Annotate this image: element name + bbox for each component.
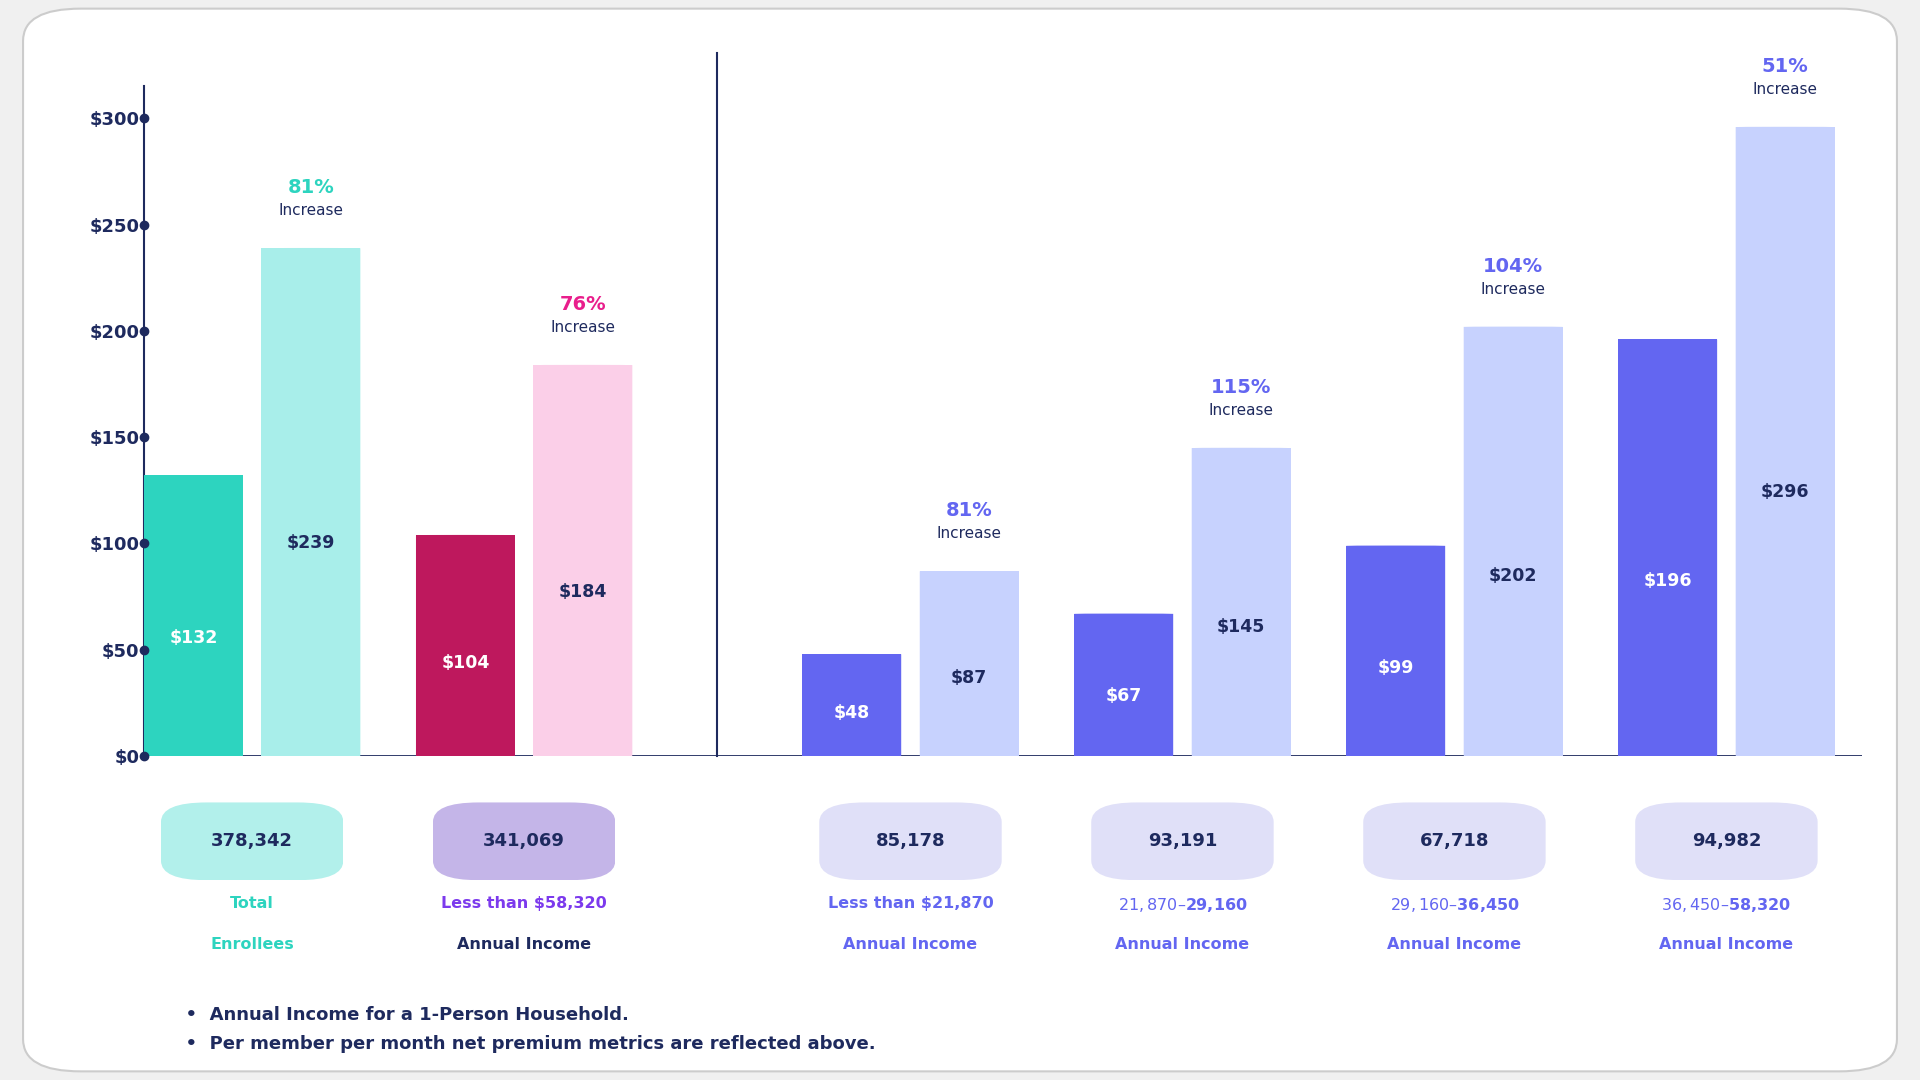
FancyBboxPatch shape xyxy=(1346,545,1446,756)
Text: $196: $196 xyxy=(1644,572,1692,590)
Text: Annual Income: Annual Income xyxy=(1116,937,1250,953)
FancyBboxPatch shape xyxy=(261,248,361,756)
Text: Increase: Increase xyxy=(551,320,616,335)
Bar xyxy=(1192,448,1290,756)
FancyBboxPatch shape xyxy=(1636,802,1818,880)
Text: $21,870 – $29,160: $21,870 – $29,160 xyxy=(1117,896,1248,915)
Bar xyxy=(920,571,1020,756)
Text: Increase: Increase xyxy=(1210,403,1273,418)
Bar xyxy=(144,475,244,756)
Text: 378,342: 378,342 xyxy=(211,833,294,850)
Text: 94,982: 94,982 xyxy=(1692,833,1761,850)
FancyBboxPatch shape xyxy=(534,365,632,756)
Text: Annual Income: Annual Income xyxy=(1388,937,1521,953)
Bar xyxy=(1346,545,1446,756)
Bar xyxy=(534,365,632,756)
Text: $145: $145 xyxy=(1217,618,1265,635)
Text: 81%: 81% xyxy=(288,178,334,197)
Text: Annual Income: Annual Income xyxy=(457,937,591,953)
Text: $239: $239 xyxy=(286,534,336,552)
Text: 341,069: 341,069 xyxy=(484,833,564,850)
FancyBboxPatch shape xyxy=(1091,802,1273,880)
Text: 115%: 115% xyxy=(1212,378,1271,396)
FancyBboxPatch shape xyxy=(920,571,1020,756)
Text: •  Annual Income for a 1-Person Household.: • Annual Income for a 1-Person Household… xyxy=(173,1007,628,1024)
Text: $29,160 – $36,450: $29,160 – $36,450 xyxy=(1390,896,1519,915)
FancyBboxPatch shape xyxy=(1736,126,1836,756)
FancyBboxPatch shape xyxy=(161,802,344,880)
Text: Enrollees: Enrollees xyxy=(211,937,294,953)
Text: 51%: 51% xyxy=(1763,57,1809,76)
FancyBboxPatch shape xyxy=(432,802,614,880)
Text: $104: $104 xyxy=(442,654,490,672)
FancyBboxPatch shape xyxy=(1463,326,1563,756)
Bar xyxy=(261,248,361,756)
FancyBboxPatch shape xyxy=(1363,802,1546,880)
Text: Total: Total xyxy=(230,896,275,912)
FancyBboxPatch shape xyxy=(144,475,244,756)
Bar xyxy=(417,535,515,756)
Text: Increase: Increase xyxy=(1480,282,1546,297)
Text: $67: $67 xyxy=(1106,687,1142,705)
Text: $48: $48 xyxy=(833,704,870,723)
Bar xyxy=(803,654,900,756)
Text: 81%: 81% xyxy=(947,501,993,521)
Text: 76%: 76% xyxy=(559,295,607,314)
Bar xyxy=(1619,339,1716,756)
Text: Increase: Increase xyxy=(278,203,344,218)
Bar xyxy=(1463,326,1563,756)
Text: 67,718: 67,718 xyxy=(1419,833,1490,850)
Text: Annual Income: Annual Income xyxy=(843,937,977,953)
FancyBboxPatch shape xyxy=(417,535,515,756)
Text: 104%: 104% xyxy=(1482,257,1544,275)
Text: Less than $58,320: Less than $58,320 xyxy=(442,896,607,912)
Text: 93,191: 93,191 xyxy=(1148,833,1217,850)
FancyBboxPatch shape xyxy=(1619,339,1716,756)
Text: $99: $99 xyxy=(1377,659,1413,676)
Text: Increase: Increase xyxy=(1753,82,1818,97)
FancyBboxPatch shape xyxy=(820,802,1002,880)
Text: $87: $87 xyxy=(950,670,987,687)
Text: 85,178: 85,178 xyxy=(876,833,945,850)
Text: $184: $184 xyxy=(559,583,607,600)
Bar xyxy=(1736,126,1836,756)
Text: •  Per member per month net premium metrics are reflected above.: • Per member per month net premium metri… xyxy=(173,1036,876,1053)
Text: $132: $132 xyxy=(169,630,217,647)
Text: Increase: Increase xyxy=(937,526,1002,541)
FancyBboxPatch shape xyxy=(1192,448,1290,756)
Text: $36,450 – $58,320: $36,450 – $58,320 xyxy=(1661,896,1791,915)
Text: $202: $202 xyxy=(1488,567,1538,584)
Text: Less than $21,870: Less than $21,870 xyxy=(828,896,993,912)
Text: $296: $296 xyxy=(1761,483,1809,501)
Bar xyxy=(1075,613,1173,756)
FancyBboxPatch shape xyxy=(1075,613,1173,756)
Text: Annual Income: Annual Income xyxy=(1659,937,1793,953)
FancyBboxPatch shape xyxy=(803,654,900,756)
